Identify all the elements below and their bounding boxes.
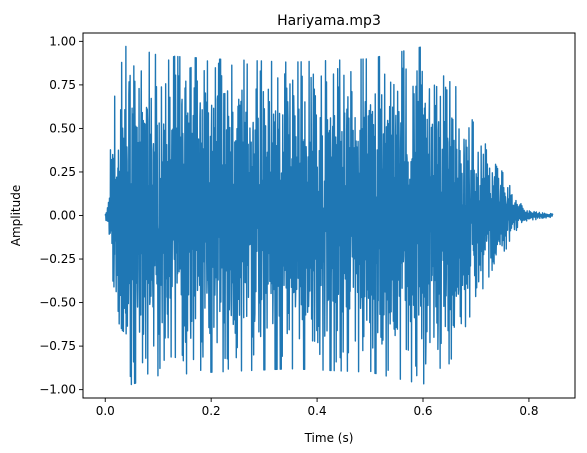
y-tick-label: 0.50 [49,121,76,135]
y-tick-label: 1.00 [49,34,76,48]
waveform-line [104,45,554,386]
x-axis: 0.0 0.2 0.4 0.6 0.8 [96,398,538,418]
series-group [104,45,554,386]
x-tick-label: 0.6 [413,404,432,418]
x-tick-label: 0.0 [96,404,115,418]
y-tick-label: −1.00 [39,383,76,397]
chart-title: Hariyama.mp3 [277,13,381,29]
y-axis-label: Amplitude [9,185,23,247]
y-tick-label: 0.25 [49,165,76,179]
y-tick-label: −0.75 [39,339,76,353]
y-tick-label: 0.75 [49,78,76,92]
y-tick-label: 0.00 [49,209,76,223]
y-axis: −1.00 −0.75 −0.50 −0.25 0.00 0.25 0.50 0.75 1.00 [39,34,83,397]
plot-area [82,32,576,399]
x-tick-label: 0.2 [202,404,221,418]
x-tick-label: 0.4 [308,404,327,418]
y-tick-label: −0.25 [39,252,76,266]
y-tick-label: −0.50 [39,296,76,310]
x-tick-label: 0.8 [519,404,538,418]
x-axis-label: Time (s) [304,431,354,445]
